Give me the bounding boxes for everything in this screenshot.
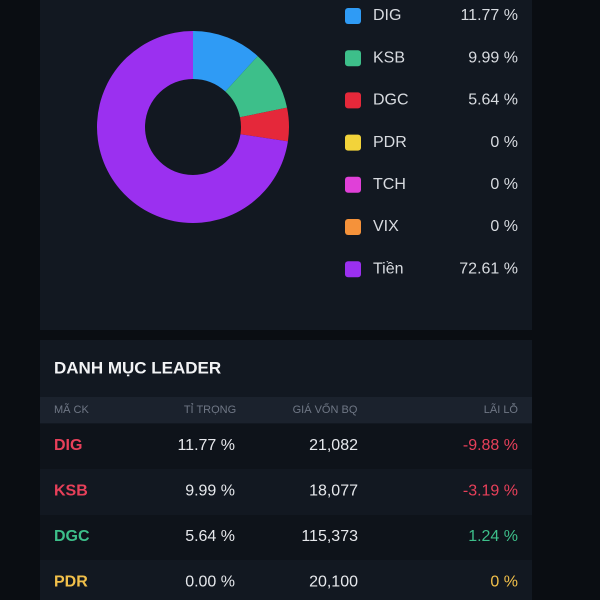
table-cell: 18,077 (309, 483, 358, 500)
portfolio-panel (40, 340, 532, 600)
legend-value: 72.61 % (459, 260, 518, 277)
table-cell: DGC (54, 528, 90, 545)
legend-value: 0 % (490, 134, 518, 151)
table-cell: 115,373 (301, 528, 358, 545)
legend: DIG 11.77 % KSB 9.99 % DGC 5.64 % PDR 0 % TCH 0 %… (345, 7, 518, 277)
table-cell: 11.77 % (177, 437, 235, 454)
table-cell: 1.24 % (468, 528, 518, 545)
legend-label: VIX (373, 218, 399, 235)
table-cell: -3.19 % (463, 483, 518, 500)
table-cell: 0 % (490, 574, 518, 591)
donut-slice (240, 107, 290, 142)
legend-label: KSB (373, 49, 405, 66)
table: MÃ CK TỈ TRỌNG GIÁ VỐN BQ LÃI LỖ DIG 11.77 % 2… (54, 402, 518, 591)
legend-value: 0 % (490, 176, 518, 193)
legend-value: 11.77 % (460, 7, 518, 24)
donut-slice (97, 31, 288, 223)
legend-value: 0 % (490, 218, 518, 235)
legend-swatch (345, 176, 361, 193)
table-header-bg (40, 397, 532, 423)
legend-swatch (345, 134, 361, 151)
column-header: TỈ TRỌNG (184, 403, 236, 416)
table-title: DANH MỤC LEADER (54, 358, 221, 377)
table-cell: 0.00 % (185, 574, 235, 591)
donut-slice (193, 31, 258, 92)
donut-slice (225, 56, 288, 118)
table-cell: -9.88 % (463, 437, 518, 454)
legend-swatch (345, 50, 361, 67)
table-cell: KSB (54, 483, 88, 500)
table-cell: DIG (54, 437, 82, 454)
legend-label: TCH (373, 176, 406, 193)
legend-swatch (345, 261, 361, 278)
legend-label: PDR (373, 134, 407, 151)
legend-value: 5.64 % (468, 92, 518, 109)
legend-value: 9.99 % (468, 49, 518, 66)
row-bg (40, 424, 532, 469)
legend-swatch (345, 92, 361, 109)
row-bg (40, 515, 532, 560)
legend-swatch (345, 8, 361, 24)
column-header: LÃI LỖ (484, 403, 519, 416)
legend-label: DGC (373, 92, 409, 109)
table-cell: PDR (54, 574, 88, 591)
column-header: GIÁ VỐN BQ (293, 402, 358, 416)
table-cell: 20,100 (309, 574, 358, 591)
legend-label: Tiền (373, 260, 404, 277)
table-cell: 9.99 % (185, 483, 235, 500)
donut-chart (97, 31, 290, 223)
column-header: MÃ CK (54, 403, 90, 416)
legend-swatch (345, 219, 361, 235)
table-cell: 21,082 (309, 437, 358, 454)
table-cell: 5.64 % (185, 528, 235, 545)
legend-label: DIG (373, 7, 401, 24)
